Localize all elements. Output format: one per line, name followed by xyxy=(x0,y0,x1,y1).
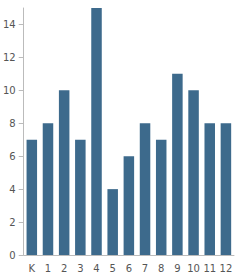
svg-text:8: 8 xyxy=(9,118,15,129)
svg-text:6: 6 xyxy=(9,151,15,162)
svg-text:10: 10 xyxy=(3,85,16,96)
svg-text:10: 10 xyxy=(187,263,200,274)
svg-text:4: 4 xyxy=(93,263,99,274)
svg-text:12: 12 xyxy=(3,52,16,63)
svg-text:0: 0 xyxy=(9,250,15,261)
svg-text:2: 2 xyxy=(9,217,15,228)
svg-text:11: 11 xyxy=(203,263,216,274)
svg-text:5: 5 xyxy=(109,263,115,274)
svg-text:9: 9 xyxy=(174,263,180,274)
svg-text:4: 4 xyxy=(9,184,15,195)
svg-text:3: 3 xyxy=(77,263,83,274)
svg-text:7: 7 xyxy=(142,263,148,274)
svg-text:12: 12 xyxy=(220,263,233,274)
svg-text:6: 6 xyxy=(126,263,132,274)
svg-text:1: 1 xyxy=(45,263,51,274)
svg-text:8: 8 xyxy=(158,263,164,274)
svg-text:2: 2 xyxy=(61,263,67,274)
svg-text:K: K xyxy=(29,263,36,274)
svg-text:14: 14 xyxy=(3,19,16,30)
